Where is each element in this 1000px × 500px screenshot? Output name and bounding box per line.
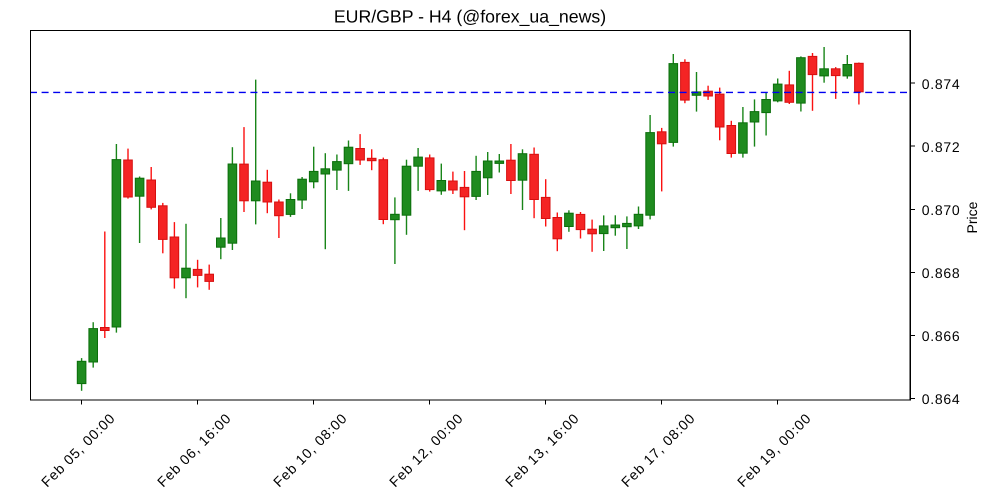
svg-text:Price: Price xyxy=(964,201,980,233)
svg-text:0.874: 0.874 xyxy=(922,76,961,92)
svg-text:0.870: 0.870 xyxy=(922,202,961,218)
svg-text:EUR/GBP - H4 (@forex_ua_news): EUR/GBP - H4 (@forex_ua_news) xyxy=(334,7,606,27)
svg-text:0.864: 0.864 xyxy=(922,391,961,407)
svg-text:0.872: 0.872 xyxy=(922,139,961,155)
svg-text:0.868: 0.868 xyxy=(922,265,961,281)
svg-text:0.866: 0.866 xyxy=(922,328,961,344)
